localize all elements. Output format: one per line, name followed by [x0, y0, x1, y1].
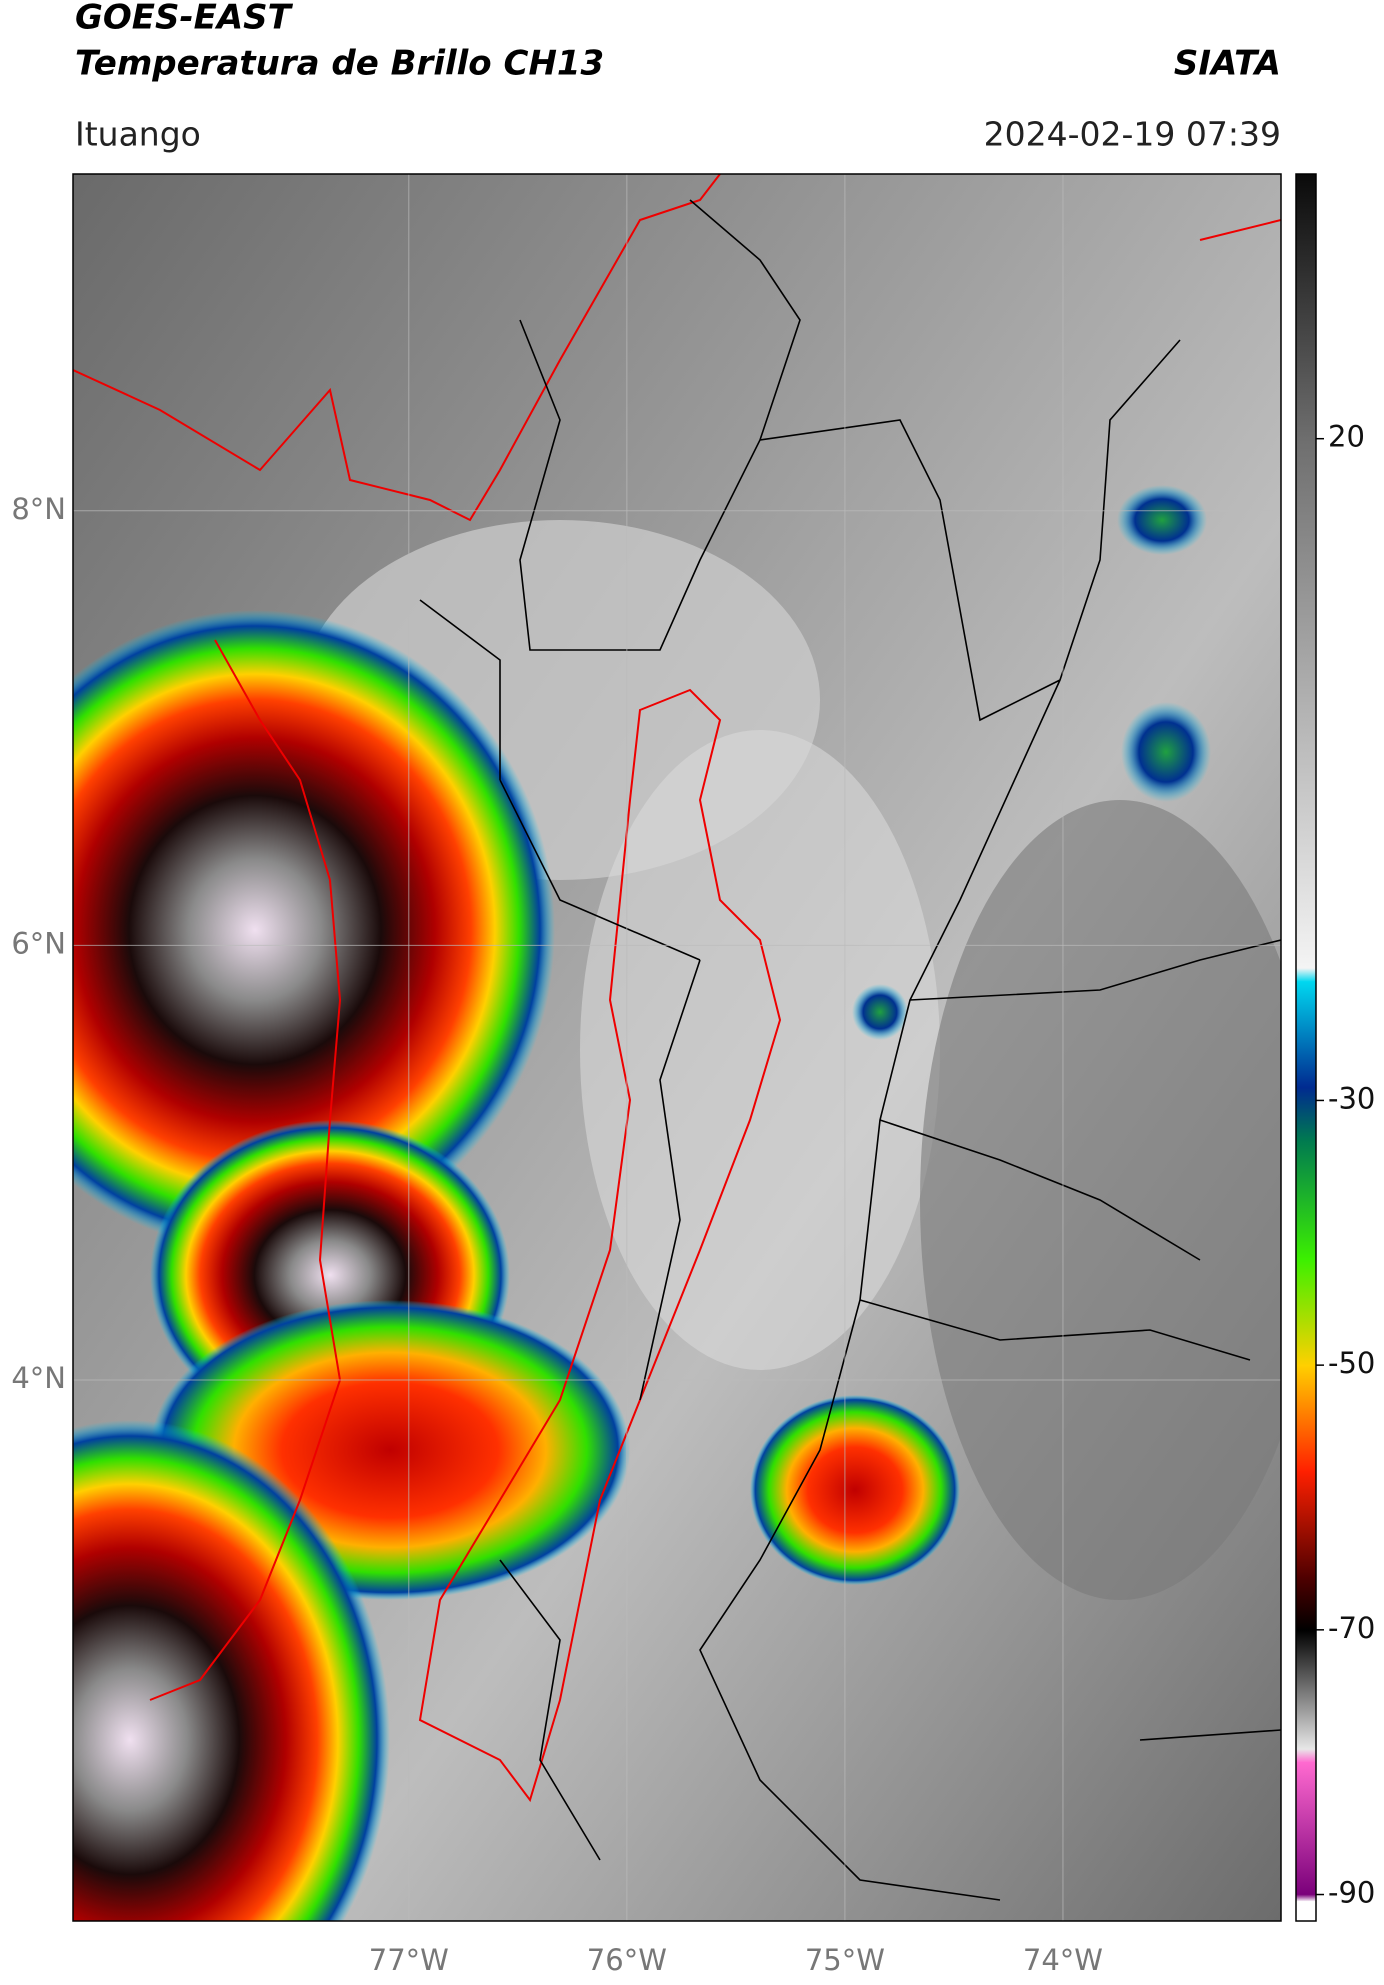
location: Ituango — [75, 115, 201, 154]
subtitle: Temperatura de Brillo CH13 — [75, 44, 604, 84]
colorbar-frame — [1295, 173, 1317, 1922]
colorbar-segment — [1296, 1365, 1316, 1472]
colorbar-tick-label: -50 — [1328, 1346, 1375, 1380]
colorbar-tick-label: -70 — [1328, 1611, 1375, 1645]
colorbar-segment — [1296, 1259, 1316, 1366]
colorbar-segment — [1296, 981, 1316, 1088]
colorbar-segment — [1296, 1894, 1316, 1902]
y-tick-label: 8°N — [11, 492, 66, 526]
colorbar-tick-label: -30 — [1328, 1081, 1375, 1115]
x-tick-label: 75°W — [805, 1943, 885, 1977]
x-tick-label: 76°W — [587, 1943, 667, 1977]
colorbar-segment — [1296, 438, 1316, 969]
x-tick-label: 77°W — [369, 1943, 449, 1977]
colorbar-segment — [1296, 1576, 1316, 1631]
colorbar-segment — [1296, 1629, 1316, 1750]
colorbar-segment — [1296, 174, 1316, 440]
y-tick-label: 6°N — [11, 926, 66, 960]
colorbar-segment — [1296, 1140, 1316, 1260]
colorbar-segment — [1296, 1901, 1316, 1922]
colorbar-segment — [1296, 1762, 1316, 1896]
colorbar-tick-label: 20 — [1328, 420, 1365, 454]
brand: SIATA — [1174, 44, 1281, 84]
colorbar-segment — [1296, 1087, 1316, 1141]
title: GOES-EAST — [75, 0, 294, 38]
colorbar-segment — [1296, 1748, 1316, 1763]
map-frame — [72, 173, 1282, 1922]
x-tick-label: 74°W — [1023, 1943, 1103, 1977]
satellite-image — [73, 174, 1281, 1921]
colorbar-tick-label: -90 — [1328, 1876, 1375, 1910]
datetime: 2024-02-19 07:39 — [984, 115, 1281, 154]
colorbar-segment — [1296, 968, 1316, 982]
colorbar-segment — [1296, 1471, 1316, 1578]
y-tick-label: 4°N — [11, 1361, 66, 1395]
